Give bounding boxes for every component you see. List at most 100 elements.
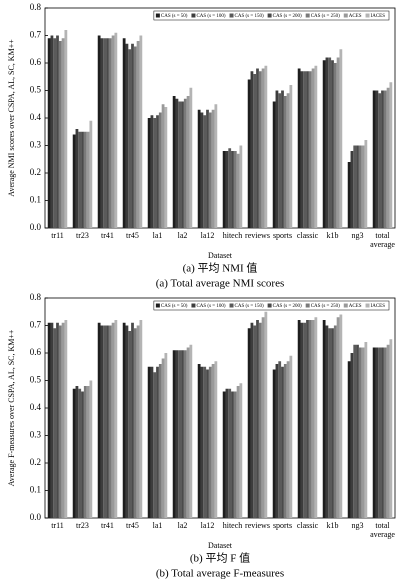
x-tick-label-box: ng3 <box>352 231 364 240</box>
y-tick-label: 0.2 <box>30 457 41 467</box>
x-tick-label: sports <box>272 231 293 240</box>
bar <box>236 386 240 518</box>
x-tick-label: la2 <box>177 231 188 240</box>
bar <box>72 388 76 518</box>
bar <box>372 90 376 228</box>
bar <box>133 328 137 518</box>
bar <box>306 71 309 228</box>
bar <box>131 322 134 518</box>
bar <box>289 85 293 228</box>
bar <box>347 361 351 518</box>
bar <box>175 98 179 228</box>
legend-swatch <box>343 13 348 18</box>
x-tick-label: tr45 <box>126 231 139 240</box>
bar <box>58 325 62 518</box>
bar <box>286 93 290 228</box>
bar <box>158 364 162 518</box>
bar <box>103 38 107 228</box>
bar <box>136 325 140 518</box>
bar <box>314 317 318 518</box>
bar <box>183 98 187 228</box>
bar <box>383 347 387 518</box>
bar <box>214 361 218 518</box>
bar <box>258 71 262 228</box>
bar <box>314 65 318 228</box>
bar <box>375 90 379 228</box>
y-tick-label: 0.7 <box>30 320 42 330</box>
bar <box>325 57 329 228</box>
x-axis-title: Dataset <box>208 541 233 550</box>
x-tick-label: classic <box>296 521 319 530</box>
bar <box>122 322 126 518</box>
bar <box>339 49 343 228</box>
bar <box>147 366 151 518</box>
bar <box>333 325 337 518</box>
legend-swatch <box>305 13 310 18</box>
bar <box>286 361 290 518</box>
bar <box>183 350 187 518</box>
bar <box>278 361 282 518</box>
bar <box>222 391 226 518</box>
plot-frame <box>44 7 396 229</box>
bar <box>161 104 165 228</box>
bar <box>172 350 176 518</box>
x-tick-label-box: sports <box>272 231 293 240</box>
bar <box>139 35 143 228</box>
bar <box>264 311 268 518</box>
bar <box>381 347 384 518</box>
legend-label: CAS (s = 250) <box>311 304 340 309</box>
bar <box>300 71 304 228</box>
bar <box>181 350 184 518</box>
x-tick-label-box: tr23 <box>76 231 89 240</box>
x-tick-label-box: reviews <box>245 521 270 530</box>
x-tick-label: hitech <box>222 521 243 530</box>
x-tick-label-box: tr11 <box>51 521 64 530</box>
bar <box>97 322 101 518</box>
bar <box>261 68 265 228</box>
legend-label: CAS (s = 100) <box>196 14 225 19</box>
legend-label: CAS (s = 200) <box>273 304 302 309</box>
bar <box>386 87 390 228</box>
bar <box>153 372 157 518</box>
bar <box>108 325 112 518</box>
bar <box>153 118 157 228</box>
bar <box>228 148 232 228</box>
chart: 0.0 0.1 0.2 0.3 0.4 0.5 0.6 0.7 0.8 Average F-mea… <box>7 292 396 580</box>
bar <box>308 71 312 228</box>
bar <box>261 317 265 518</box>
y-tick-label: 0.7 <box>30 30 42 40</box>
bar <box>100 38 104 228</box>
bar <box>372 347 376 518</box>
bar <box>111 35 115 228</box>
y-tick-label: 0.1 <box>30 485 41 495</box>
x-tick-label-box: ng3 <box>352 521 364 530</box>
bar <box>222 151 226 228</box>
y-tick-label: 0.8 <box>30 2 42 12</box>
bar <box>272 101 276 228</box>
bar <box>300 322 304 518</box>
bar <box>83 131 87 228</box>
x-tick-label-box: la12 <box>201 231 215 240</box>
legend-label: CAS (s = 200) <box>273 14 302 19</box>
bar <box>64 320 68 518</box>
bar <box>225 388 229 518</box>
x-tick-label: la12 <box>200 521 215 530</box>
legend-swatch <box>155 13 160 18</box>
bar <box>356 145 359 228</box>
bar <box>50 322 54 518</box>
x-tick-label: classic <box>296 231 319 240</box>
bar <box>378 93 382 228</box>
bar <box>303 71 307 228</box>
chart: 0.0 0.1 0.2 0.3 0.4 0.5 0.6 0.7 0.8 Average NMI s… <box>7 2 396 290</box>
bar <box>72 134 76 228</box>
bar <box>264 65 268 228</box>
bar <box>189 344 193 518</box>
bar <box>53 328 57 518</box>
bar <box>383 90 387 228</box>
bar <box>328 57 332 228</box>
bar <box>236 153 240 228</box>
bar <box>322 320 326 518</box>
bar <box>150 366 154 518</box>
bar <box>106 38 109 228</box>
